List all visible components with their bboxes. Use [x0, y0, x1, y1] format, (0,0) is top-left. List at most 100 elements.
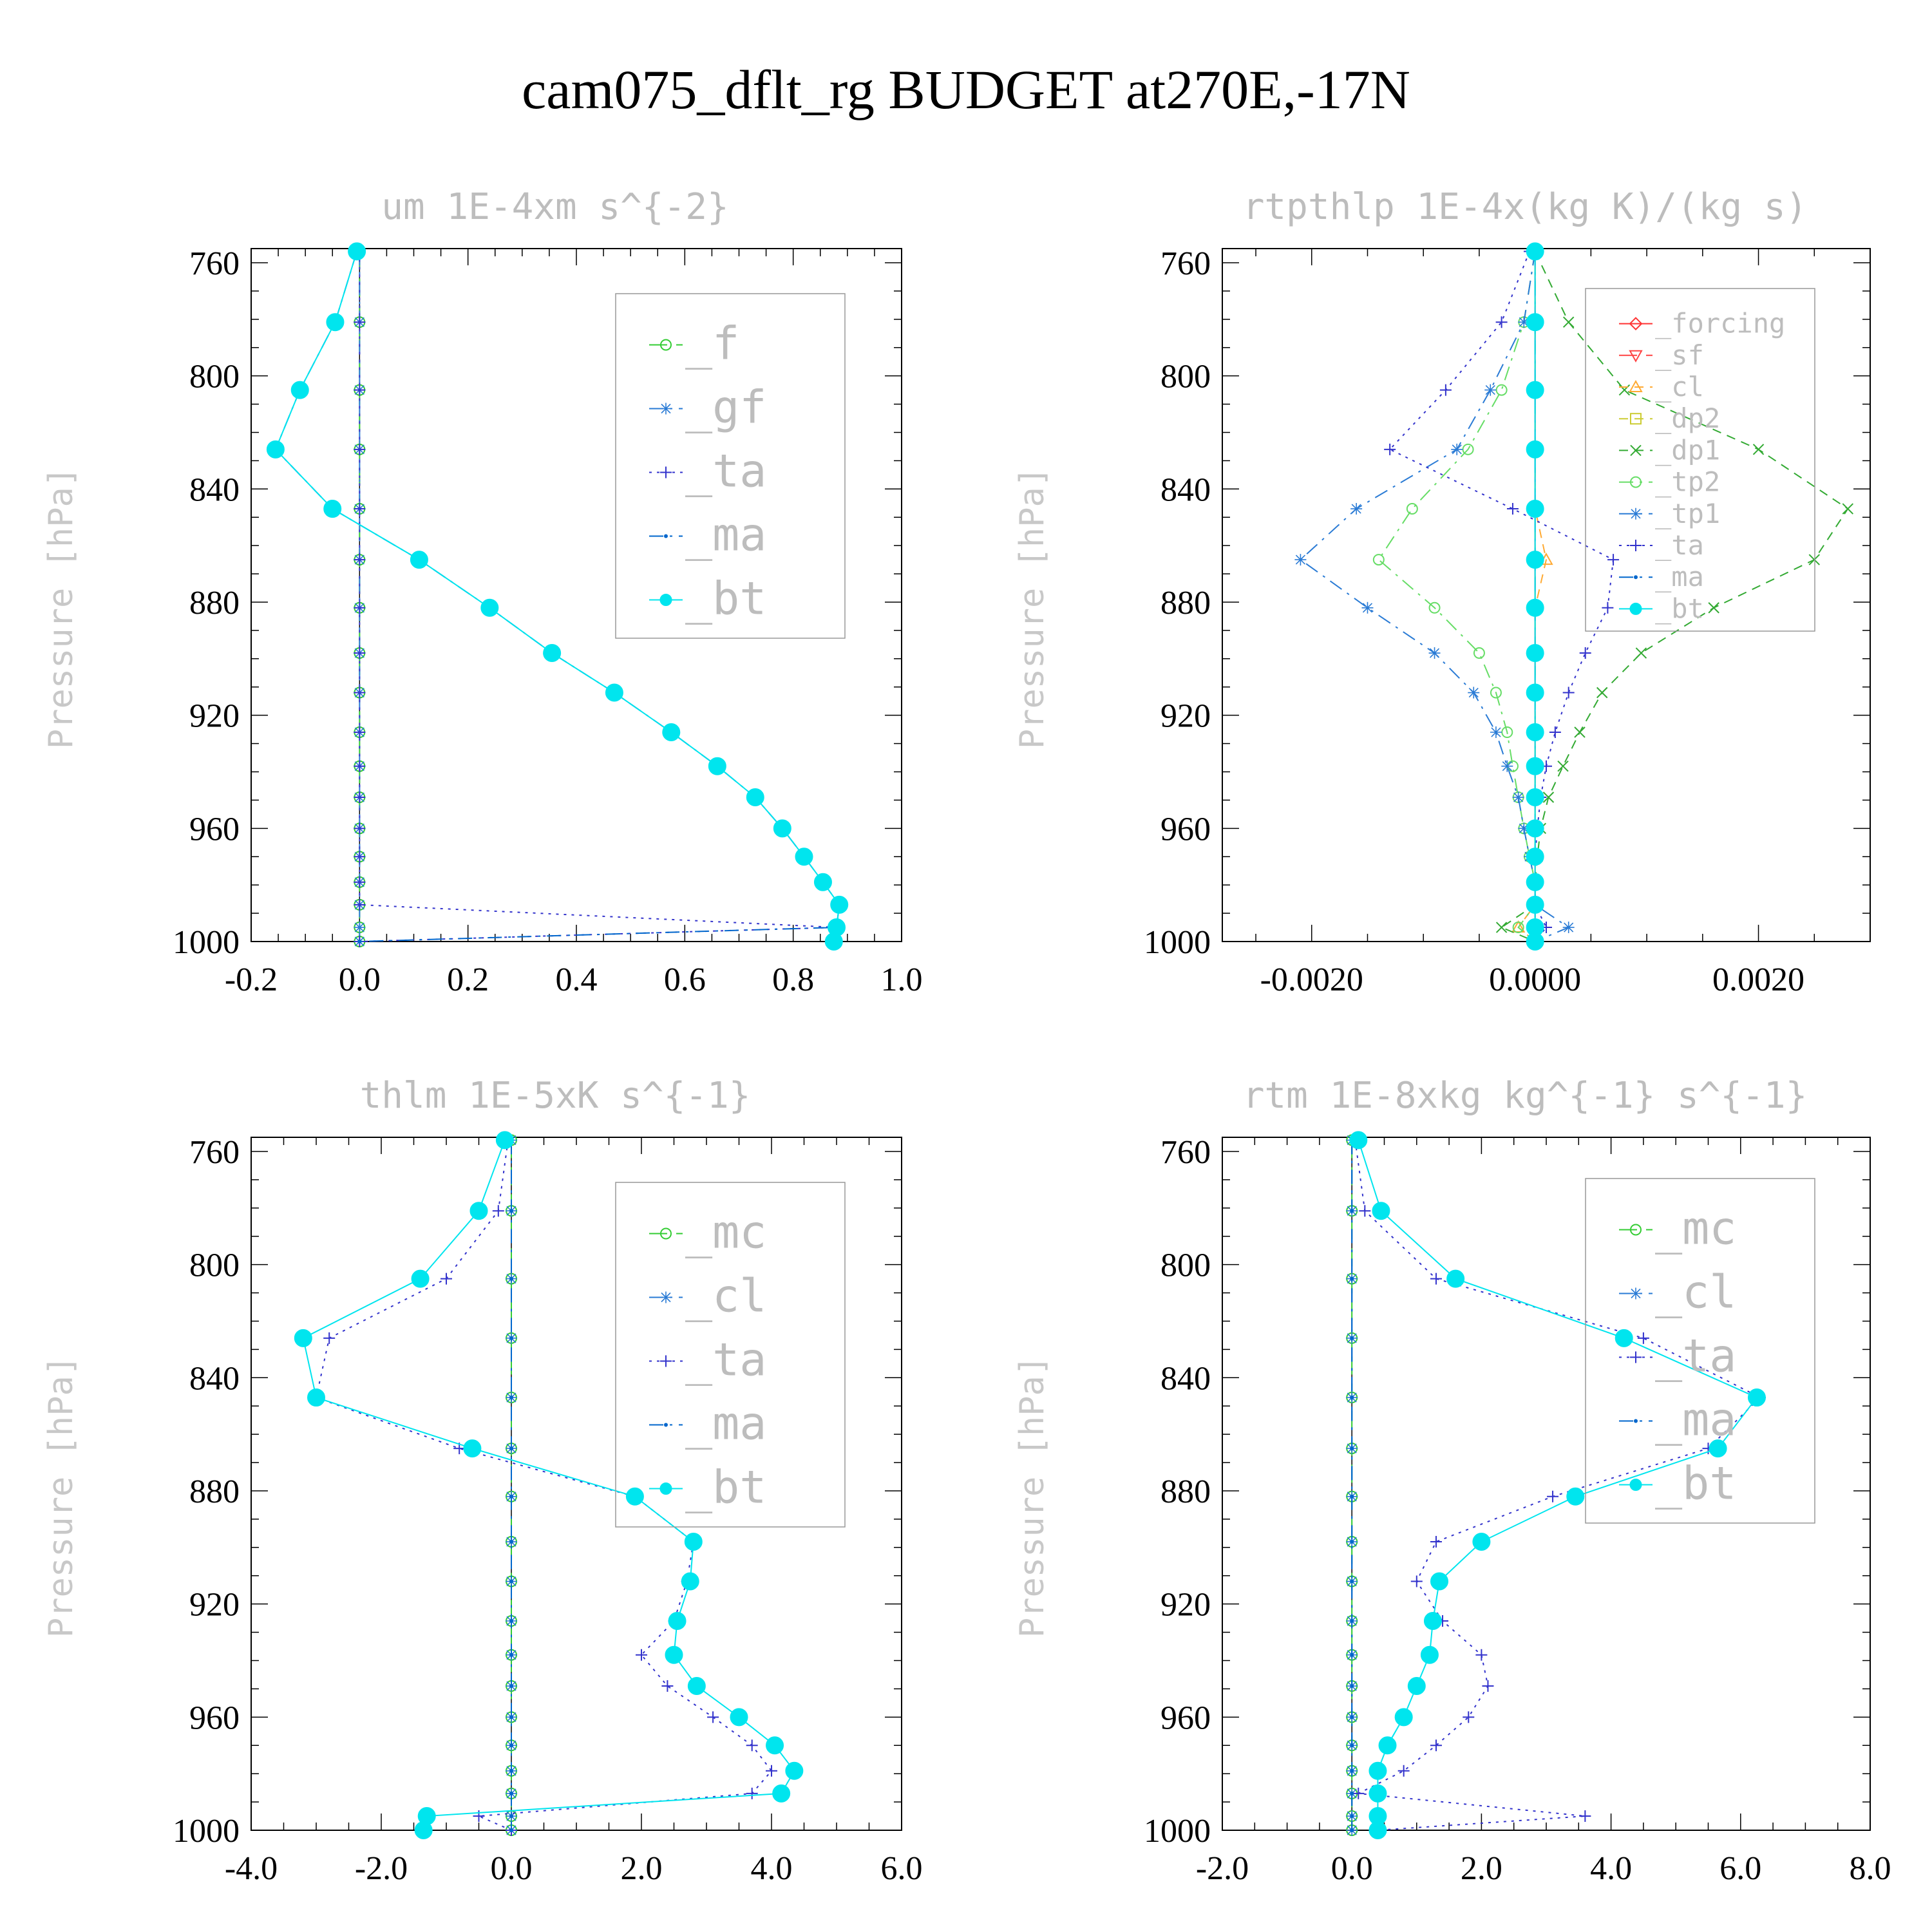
data-point	[1350, 1494, 1354, 1499]
panel-rtm: rtm 1E-8xkg kg^{-1} s^{-1} Pressure [hPa…	[1013, 1075, 1891, 1887]
y-tick-label: 840	[1160, 471, 1211, 508]
legend-label: _ta	[1655, 529, 1704, 561]
data-point	[509, 1684, 513, 1689]
data-point	[1430, 1739, 1442, 1752]
data-point	[509, 1768, 513, 1773]
data-point	[1462, 443, 1474, 455]
data-point	[1526, 313, 1544, 332]
data-point	[354, 384, 366, 396]
data-point	[707, 1711, 719, 1723]
data-point	[354, 554, 366, 566]
series-ta	[1384, 245, 1620, 947]
legend-marker	[1630, 444, 1642, 457]
y-tick-label: 840	[189, 1360, 240, 1397]
data-point	[1468, 687, 1480, 699]
data-point	[354, 726, 366, 738]
data-point	[1574, 726, 1586, 738]
legend-label: _ma	[1655, 561, 1704, 592]
series-bt	[1526, 242, 1544, 951]
data-point	[1512, 791, 1524, 804]
legend-box	[615, 293, 846, 639]
x-tick-label: 4.0	[1590, 1850, 1632, 1887]
y-tick-label: 880	[1160, 1473, 1211, 1510]
data-point	[1526, 848, 1544, 866]
data-point	[1384, 443, 1396, 455]
legend-marker	[660, 1227, 672, 1240]
data-point	[509, 1336, 513, 1340]
data-point	[1361, 601, 1374, 614]
legend-label: _ta	[685, 445, 766, 498]
data-point	[1511, 920, 1526, 933]
data-point	[1526, 381, 1544, 399]
y-tick-label: 760	[1160, 1134, 1211, 1171]
x-tick-label: 0.0000	[1489, 961, 1581, 998]
legend-box	[1585, 1178, 1815, 1524]
data-point	[1501, 760, 1513, 772]
legend-label: _cl	[685, 1270, 766, 1323]
data-point	[1368, 1821, 1387, 1839]
data-point	[266, 440, 285, 459]
legend-marker	[1629, 379, 1643, 392]
data-point	[509, 1209, 513, 1213]
data-point	[1526, 551, 1544, 569]
data-point	[1439, 384, 1452, 396]
data-point	[766, 1736, 784, 1755]
data-point	[1350, 1396, 1354, 1400]
y-tick-label: 1000	[173, 924, 240, 961]
data-point	[1579, 1810, 1591, 1823]
data-point	[509, 1540, 513, 1544]
data-point	[495, 1131, 514, 1150]
data-point	[1350, 1743, 1354, 1748]
legend-marker	[659, 1482, 672, 1495]
data-point	[354, 876, 366, 888]
panel-thlm-title: thlm 1E-5xK s^{-1}	[360, 1075, 751, 1117]
x-tick-label: 0.2	[447, 961, 489, 998]
data-point	[1562, 922, 1575, 934]
data-point	[1359, 1205, 1371, 1217]
y-tick-label: 920	[1160, 698, 1211, 735]
data-point	[1596, 687, 1608, 699]
data-point	[1484, 384, 1497, 396]
legend-label: _ta	[685, 1334, 766, 1387]
x-tick-label: 2.0	[621, 1850, 663, 1887]
data-point	[1615, 1329, 1633, 1347]
plot-frame	[1222, 1137, 1871, 1831]
data-point	[1602, 601, 1614, 614]
data-point	[1526, 644, 1544, 663]
legend-label: _gf	[685, 381, 766, 434]
panel-rtm-title: rtm 1E-8xkg kg^{-1} s^{-1}	[1243, 1075, 1808, 1117]
y-tick-label: 920	[189, 698, 240, 735]
data-point	[354, 791, 366, 804]
y-tick-label: 800	[189, 359, 240, 395]
data-point	[708, 757, 726, 775]
legend-marker	[1630, 1287, 1642, 1300]
data-point	[1637, 1332, 1649, 1344]
series-ta	[354, 245, 842, 947]
x-tick-label: 6.0	[881, 1850, 923, 1887]
data-point	[1635, 647, 1647, 659]
legend-label: _mc	[1655, 1202, 1736, 1255]
data-point	[354, 316, 366, 328]
data-point	[509, 1743, 513, 1748]
legend-marker	[660, 339, 672, 351]
data-point	[1350, 1653, 1354, 1657]
data-point	[773, 819, 791, 838]
y-tick-label: 760	[1160, 245, 1211, 282]
legend-marker	[1634, 1419, 1638, 1423]
data-point	[354, 443, 366, 455]
data-point	[509, 1446, 513, 1451]
data-point	[357, 940, 362, 943]
data-point	[1495, 384, 1508, 396]
data-point	[348, 242, 366, 261]
data-point	[1407, 1677, 1426, 1696]
data-point	[1350, 1209, 1354, 1213]
legend: _forcing_sf_cl_dp2_dp1_tp2_tp1_ta_ma_bt	[1585, 288, 1815, 632]
data-point	[410, 551, 428, 569]
data-point	[1378, 1736, 1397, 1755]
legend-marker	[1629, 350, 1643, 363]
y-tick-label: 840	[189, 471, 240, 508]
data-point	[1350, 1619, 1354, 1624]
data-point	[1428, 647, 1441, 659]
x-tick-label: 0.6	[664, 961, 706, 998]
data-point	[1490, 726, 1502, 738]
